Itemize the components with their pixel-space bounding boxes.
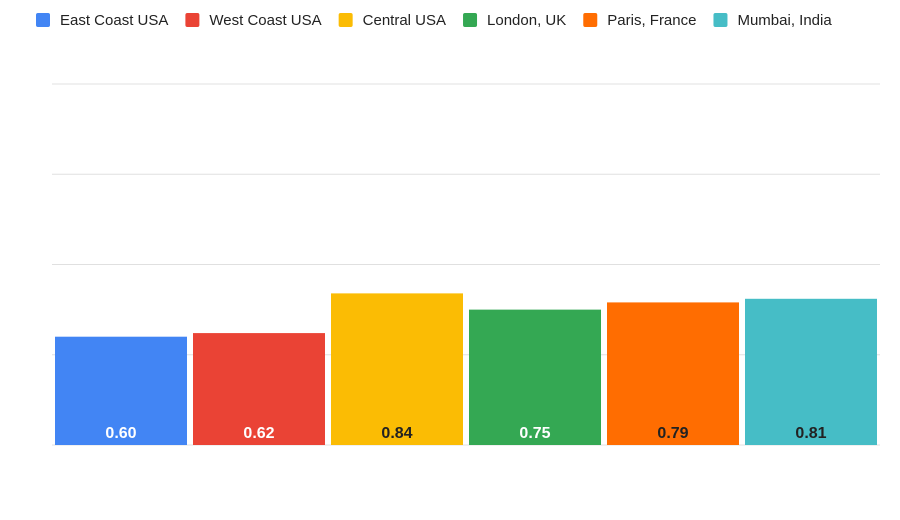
bar [607, 302, 739, 445]
data-label: 0.84 [381, 425, 412, 442]
legend-label: Central USA [363, 12, 446, 29]
bar [469, 309, 601, 445]
data-label: 0.62 [243, 425, 274, 442]
legend-swatch [713, 13, 728, 27]
data-label: 0.75 [519, 425, 550, 442]
legend-label: East Coast USA [60, 12, 168, 29]
legend-label: Paris, France [607, 12, 696, 29]
bar [745, 298, 877, 445]
legend-swatch [463, 13, 478, 27]
data-label: 0.81 [795, 425, 826, 442]
legend-label: Mumbai, India [737, 12, 832, 29]
bar [331, 293, 463, 445]
bar [55, 336, 187, 445]
bar [193, 333, 325, 445]
legend-swatch [185, 13, 200, 27]
legend-label: London, UK [487, 12, 566, 29]
data-label: 0.79 [657, 425, 688, 442]
legend-swatch [36, 13, 50, 27]
legend-swatch [338, 13, 353, 27]
legend-label: West Coast USA [209, 12, 321, 29]
legend-swatch [583, 13, 598, 27]
data-label: 0.60 [105, 425, 136, 442]
